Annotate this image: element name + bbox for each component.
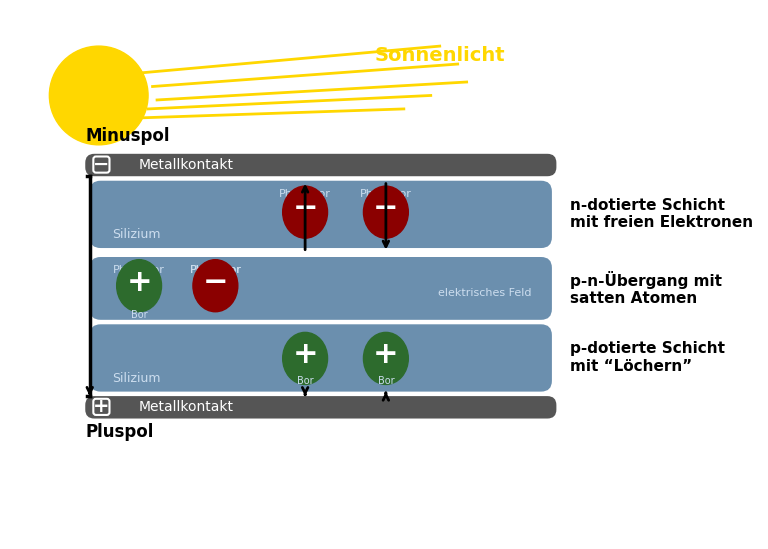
Ellipse shape (363, 186, 409, 238)
Ellipse shape (193, 260, 238, 312)
Text: elektrisches Feld: elektrisches Feld (438, 288, 531, 298)
Text: Bor: Bor (131, 310, 147, 320)
Ellipse shape (283, 332, 327, 384)
Text: −: − (203, 267, 228, 296)
Text: Silizium: Silizium (112, 372, 161, 385)
FancyBboxPatch shape (90, 324, 552, 391)
Text: Phosphor: Phosphor (280, 189, 331, 199)
Ellipse shape (283, 186, 327, 238)
Text: p-dotierte Schicht
mit “Löchern”: p-dotierte Schicht mit “Löchern” (570, 341, 725, 374)
Text: Sonnenlicht: Sonnenlicht (375, 46, 505, 65)
Text: Metallkontakt: Metallkontakt (139, 158, 234, 172)
Text: n-dotierte Schicht
mit freien Elektronen: n-dotierte Schicht mit freien Elektronen (570, 198, 753, 230)
Text: Phosphor: Phosphor (360, 189, 412, 199)
Text: +: + (293, 340, 318, 369)
Ellipse shape (363, 332, 409, 384)
FancyBboxPatch shape (85, 396, 556, 418)
Text: Phosphor: Phosphor (190, 266, 241, 276)
Text: +: + (93, 397, 110, 416)
Text: −: − (373, 194, 399, 223)
Text: Phosphor: Phosphor (113, 266, 165, 276)
FancyBboxPatch shape (85, 154, 556, 176)
Text: Pluspol: Pluspol (85, 423, 154, 441)
Text: +: + (126, 267, 152, 296)
Text: Bor: Bor (296, 376, 313, 386)
Ellipse shape (117, 260, 161, 312)
Text: Silizium: Silizium (112, 228, 161, 241)
Text: Bor: Bor (378, 376, 394, 386)
FancyBboxPatch shape (90, 257, 552, 320)
Text: Phosphor: Phosphor (190, 266, 241, 276)
Text: −: − (293, 194, 318, 223)
Text: Minuspol: Minuspol (85, 127, 170, 145)
Text: Metallkontakt: Metallkontakt (139, 400, 234, 414)
Text: +: + (373, 340, 399, 369)
Text: p-n-Übergang mit
satten Atomen: p-n-Übergang mit satten Atomen (570, 271, 722, 306)
Circle shape (49, 46, 148, 145)
Text: −: − (93, 155, 110, 174)
FancyBboxPatch shape (90, 181, 552, 248)
